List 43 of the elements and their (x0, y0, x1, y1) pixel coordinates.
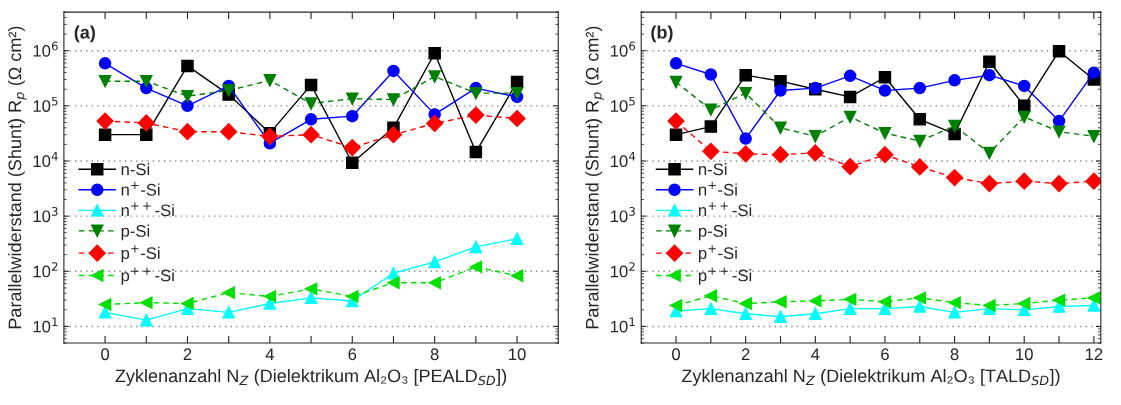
x-tick-label: 6 (348, 348, 357, 361)
annotation: (b) (651, 25, 673, 43)
legend-label: n$^{+}$-Si (121, 181, 160, 196)
y-tick-label: 10$^{6}$ (33, 41, 58, 57)
legend-label: n$^{++}$-Si (121, 202, 174, 217)
y-tick-label: 10$^{4}$ (610, 152, 636, 168)
x-tick-label: 2 (183, 348, 192, 360)
x-tick-label: 0 (101, 348, 110, 361)
x-tick-label: 4 (265, 348, 275, 360)
x-tick-label: 8 (950, 348, 959, 361)
y-tick-label: 10$^{2}$ (610, 262, 635, 278)
x-tick-label: 6 (881, 348, 889, 361)
x-tick-label: 12 (1085, 348, 1103, 360)
legend-label: p-Si (121, 224, 150, 241)
x-tick-label: 10 (509, 348, 526, 361)
x-tick-label: 0 (672, 348, 681, 361)
x-tick-label: 8 (430, 348, 439, 361)
legend-label: n$^{+}$-Si (698, 181, 737, 196)
annotation: (a) (74, 25, 95, 43)
x-tick-label: 4 (811, 348, 820, 360)
x-tick-label: 10 (1016, 348, 1033, 361)
legend-label: n$^{++}$-Si (698, 202, 752, 217)
legend-label: n-Si (698, 163, 727, 176)
y-tick-label: 10$^{5}$ (610, 96, 635, 112)
y-tick-label: 10$^{4}$ (33, 152, 58, 168)
legend-label: p$^{++}$-Si (698, 267, 752, 285)
legend-label: n-Si (121, 163, 150, 176)
y-tick-label: 10$^{5}$ (33, 96, 58, 112)
x-axis-title: Zyklenanzahl N$_{Z}$ (Dielektrikum Al₂O₃ [TALD$_{SD}$]) (681, 368, 1060, 386)
x-axis-title: Zyklenanzahl N$_{Z}$ (Dielektrikum Al₂O₃ [PEALD$_{SD}$]) (115, 368, 507, 386)
y-tick-label: 10$^{6}$ (610, 41, 636, 57)
y-axis-title: Parallelwiderstand (Shunt) R$_{p}$ (Ω cm²) (8, 26, 27, 329)
legend-label: p$^{++}$-Si (121, 267, 174, 285)
legend-label: p-Si (698, 224, 727, 241)
legend-label: p$^{+}$-Si (121, 245, 160, 263)
y-tick-label: 10$^{2}$ (33, 262, 58, 278)
x-tick-label: 2 (741, 348, 750, 360)
y-axis-title: Parallelwiderstand (Shunt) R$_{p}$ (Ω cm²) (585, 26, 605, 329)
y-tick-label: 10$^{1}$ (610, 317, 635, 333)
legend-label: p$^{+}$-Si (698, 245, 737, 263)
y-tick-label: 10$^{3}$ (610, 207, 635, 223)
y-tick-label: 10$^{1}$ (33, 317, 58, 333)
y-tick-label: 10$^{3}$ (33, 207, 58, 223)
